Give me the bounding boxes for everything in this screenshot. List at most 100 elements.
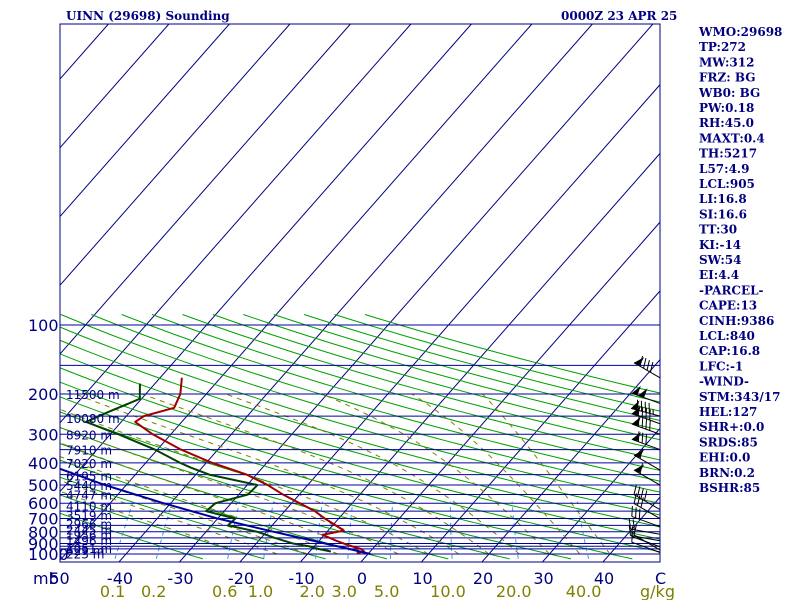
wind-barb-feather [637,415,640,427]
wind-barb-feather [636,495,641,506]
temperature-tick-label: -20 [228,569,254,588]
index-line: CAP:16.8 [699,344,760,358]
wind-barb-feather [638,508,641,520]
wind-barb-staff [633,503,661,519]
isotherm-line [360,221,660,562]
mixing-ratio-line [227,501,241,559]
index-line: CINH:9386 [699,314,774,328]
temperature-tick-label: 50 [49,569,69,588]
wind-barb [631,405,661,425]
isotherm-line [60,24,412,424]
wind-barb [628,525,661,542]
pressure-tick-label: 600 [28,494,59,513]
isotherm-line [60,24,472,493]
mixing-ratio-line [315,501,323,559]
wind-barb-feather [636,486,641,497]
temperature-tick-label: 10 [412,569,432,588]
wind-barb [633,448,661,471]
index-line: MAXT:0.4 [699,131,765,145]
height-label: 2966 m [66,518,112,532]
wind-barb-feather [631,505,633,517]
dry-adiabat-line [60,326,660,504]
chart-time: 0000Z 23 APR 25 [561,9,677,23]
wind-barb [631,505,661,528]
wind-barb-staff [631,515,661,528]
isotherm-line [60,24,533,562]
mixing-ratio-line [511,501,519,559]
wind-barb-pennant [638,388,648,398]
index-line: STM:343/17 [699,390,780,404]
wind-barb-feather [639,448,643,459]
wind-barb-feather [633,484,637,495]
wind-barb-staff [631,541,661,553]
index-line: MW:312 [699,55,754,69]
mixing-ratio-label: 10.0 [430,582,466,600]
index-line: CAPE:13 [699,299,757,313]
pressure-tick-label: 800 [28,523,59,542]
wind-barb-feather [640,488,644,499]
wind-barb-staff [630,535,661,542]
height-label: 3519 m [66,509,112,523]
wind-barb-staff [633,494,661,511]
isotherm-line [300,152,660,562]
moist-adiabat-line [60,408,429,555]
index-line: BSHR:85 [699,481,760,495]
temperature-tick-label: -30 [167,569,193,588]
wind-barb-feather [637,431,640,442]
temperature-tick-label: 20 [473,569,493,588]
wind-barb-feather [643,357,647,369]
height-label: 4747 m [66,489,112,503]
height-label: 2445 m [66,524,112,538]
dry-adiabat-line [60,476,326,560]
wind-barb-feather [631,526,633,537]
mixing-ratio-label: 3.0 [332,582,357,600]
sounding-traces [60,377,371,555]
wind-barb-feather [640,497,644,508]
index-line: BRN:0.2 [699,466,755,480]
isotherm-line [239,83,660,562]
wind-barb [631,385,661,404]
wind-barb-pennant [631,385,641,396]
temperature-tick-label: 0 [357,569,367,588]
wind-barb [633,493,661,519]
wind-barb-feather [628,525,631,536]
index-line: FRZ: BG [699,71,755,85]
pressure-tick-label: 400 [28,454,59,473]
mixing-ratio-label: 1.0 [248,582,273,600]
temperature-tick-label: 30 [533,569,553,588]
index-line: -WIND- [699,375,749,389]
height-label: 7020 m [66,457,112,471]
index-line: RH:45.0 [699,116,754,130]
wind-barb-feather [645,418,648,430]
height-label: 11500 m [66,388,120,402]
index-line: TT:30 [699,223,737,237]
wind-barb-half-feather [633,530,635,537]
mixing-ratio-line [155,501,173,559]
mixing-ratio-line [263,501,275,559]
moist-adiabat-line [60,468,308,555]
wind-barb-feather [645,434,648,445]
wind-barb-feather [649,420,651,431]
wind-barbs [628,355,661,553]
index-line: KI:-14 [699,238,741,252]
index-line: SHR+:0.0 [699,420,764,434]
height-label: 8920 m [66,428,112,442]
index-line: LI:16.8 [699,192,747,206]
index-line: SI:16.6 [699,207,747,221]
isotherm-line [481,358,660,562]
wind-barb-feather [649,361,654,373]
index-line: TH:5217 [699,147,757,161]
mixing-ratio-label: 2.0 [300,582,325,600]
height-label: 7910 m [66,444,112,458]
isotherm-line [60,24,351,355]
dry-adiabat-line [60,367,660,540]
wind-barb-feather [641,432,644,444]
wind-barb-feather [641,417,644,428]
height-label: 1956 m [66,528,112,542]
mixing-ratio-line [577,501,590,559]
index-line: SW:54 [699,253,741,267]
wind-barb-feather [635,507,637,518]
wind-barb-feather [645,408,648,419]
